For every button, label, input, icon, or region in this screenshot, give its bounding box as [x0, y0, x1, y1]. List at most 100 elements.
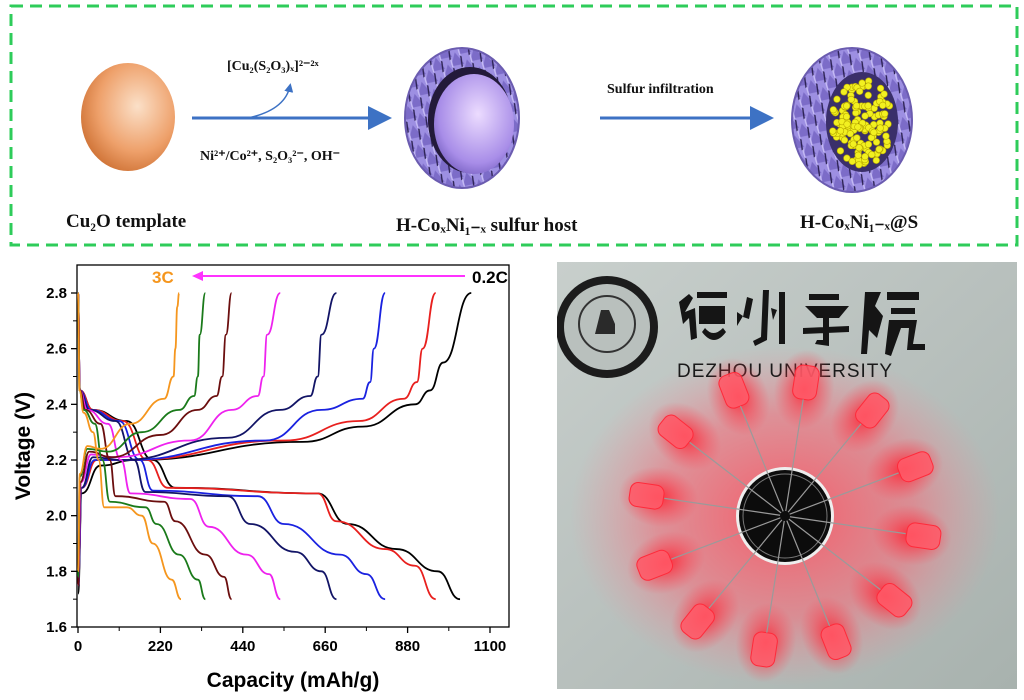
y-tick-label: 2.4: [46, 396, 68, 413]
led-lead-wire: [789, 472, 899, 515]
sulfur-particle: [864, 102, 872, 110]
schematic-panel: [Cu₂(S₂O₃)ₓ]²⁻²ˣ Ni²⁺/Co²⁺, S₂O₃²⁻, OH⁻ …: [0, 0, 1024, 250]
sulfur-particle: [875, 145, 883, 153]
sulfur-particle: [829, 106, 837, 114]
series-7-charge-curve: [77, 292, 181, 573]
led-ring: [618, 349, 952, 683]
series-2-discharge-curve: [77, 292, 386, 601]
x-axis-title: Capacity (mAh/g): [207, 669, 380, 692]
series-0-charge-curve: [77, 292, 472, 595]
rate-arrow-head: [192, 271, 203, 281]
annotation-0-2c: 0.2C: [472, 268, 508, 287]
led-lead-wire: [789, 516, 906, 535]
x-tick-label: 660: [313, 638, 338, 655]
red-led: [680, 603, 715, 640]
sulfur-particle: [864, 91, 872, 99]
sulfur-particle: [854, 151, 862, 159]
red-led: [718, 371, 750, 409]
byproduct-label: [Cu₂(S₂O₃)ₓ]²⁻²ˣ: [227, 59, 319, 74]
plot-frame: [76, 264, 510, 628]
red-led: [820, 623, 852, 661]
sulfur-particle: [876, 124, 884, 132]
sulfur-particle: [848, 157, 856, 166]
y-axis-title: Voltage (V): [12, 392, 35, 500]
sulfur-particle: [872, 138, 881, 146]
sulfur-particle: [870, 128, 878, 136]
x-tick-label: 220: [148, 638, 173, 655]
sulfur-particle: [843, 102, 851, 110]
rate-voltage-chart: 0 220 440 660 880 1100 1.6 1.8 2.0 2.2 2.4 2.6 2.8: [46, 264, 510, 655]
sulfur-particle: [880, 90, 888, 98]
schematic-graphics: [9, 4, 1019, 247]
led-lead-wire: [739, 405, 784, 512]
sulfur-particle: [846, 130, 854, 138]
sulfur-particle: [840, 88, 848, 96]
sulfur-particle: [881, 110, 889, 118]
x-tick-label: 440: [230, 638, 255, 655]
arrow-byproduct: [247, 83, 294, 119]
series-5-discharge-curve: [77, 292, 233, 601]
series-5-charge-curve: [77, 292, 233, 587]
led-lead-wire: [689, 441, 782, 514]
sulfur-particle: [836, 147, 845, 155]
sulfur-particle: [847, 95, 855, 104]
led-lead-wire: [766, 520, 785, 633]
series-1-discharge-curve: [77, 292, 437, 601]
sulfur-particle: [864, 140, 873, 148]
y-tick-label: 2.8: [46, 285, 67, 302]
sulfur-particle: [843, 154, 851, 162]
y-tick-label: 2.6: [46, 341, 67, 358]
composite-label: H-CoₓNi₁₋ₓ@S: [800, 212, 919, 233]
red-led: [876, 582, 913, 618]
sulfur-particle: [855, 144, 863, 152]
series-4-discharge-curve: [77, 292, 281, 601]
sulfur-particle: [856, 87, 864, 95]
series-3-discharge-curve: [77, 292, 337, 601]
y-tick-label: 2.0: [46, 508, 67, 525]
red-led: [855, 392, 890, 429]
red-led: [750, 631, 778, 668]
sulfur-particle: [882, 132, 890, 140]
sulfur-particle: [843, 120, 851, 128]
red-led: [657, 414, 694, 450]
y-tick-label: 1.6: [46, 619, 67, 636]
sulfur-particle: [840, 136, 849, 144]
sulfur-particle: [861, 152, 869, 161]
sulfur-particle: [849, 140, 857, 148]
led-lead-wire: [788, 518, 881, 591]
sulfur-particle: [872, 156, 880, 164]
sulfur-loaded-sphere: [791, 47, 913, 193]
chinese-university-name-calligraphy: [679, 290, 925, 356]
led-lead-wire: [785, 399, 804, 512]
template-label: Cu₂O template: [66, 211, 187, 232]
led-lead-wire: [787, 423, 862, 513]
sulfur-particle: [833, 95, 841, 103]
annotation-3c: 3C: [152, 268, 174, 287]
red-led: [792, 364, 820, 401]
university-logo: [557, 276, 658, 378]
led-wire-leads: [664, 399, 906, 633]
red-led: [636, 549, 673, 581]
y-tick-label: 1.8: [46, 563, 67, 580]
sulfur-particle: [876, 84, 885, 92]
led-lead-wire: [708, 519, 783, 609]
y-tick-label: 2.2: [46, 452, 67, 469]
host-label: H-CoₓNi₁₋ₓ sulfur host: [396, 215, 578, 236]
sulfur-particle: [879, 101, 887, 109]
infiltration-label: Sulfur infiltration: [607, 82, 714, 97]
series-7-discharge-curve: [77, 292, 182, 601]
sulfur-particle: [858, 79, 866, 87]
sulfur-particle: [854, 123, 862, 131]
x-tick-label: 1100: [474, 638, 507, 655]
sulfur-particle: [836, 127, 845, 135]
series-3-charge-curve: [77, 292, 337, 587]
sulfur-particle: [852, 102, 861, 110]
sulfur-particle: [861, 112, 869, 120]
series-4-charge-curve: [77, 292, 282, 587]
red-led: [897, 451, 934, 483]
cu2o-sphere: [81, 63, 175, 171]
led-lead-wire: [786, 520, 831, 627]
sulfur-particle: [868, 151, 876, 159]
sulfur-particle: [842, 113, 851, 121]
led-lead-wire: [671, 517, 781, 560]
